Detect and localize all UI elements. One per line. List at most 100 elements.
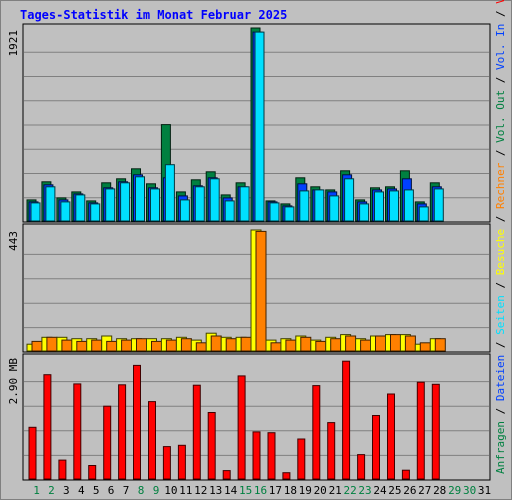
- x-tick-label: 30: [463, 484, 476, 497]
- legend-item-12: Vol. In: [494, 24, 507, 70]
- bar-seiten-day-24: [374, 191, 384, 222]
- bar-seiten-day-4: [75, 194, 86, 222]
- x-tick-label: 9: [153, 484, 160, 497]
- bar-rechner-day-9: [151, 340, 162, 352]
- bar-seiten-day-2: [45, 186, 56, 222]
- x-tick-label: 24: [373, 484, 387, 497]
- bar-volumen-day-14: [222, 470, 231, 480]
- bar-volumen-day-2: [43, 374, 52, 480]
- bar-rechner-day-12: [195, 342, 207, 352]
- x-tick-label: 21: [329, 484, 342, 497]
- bar-rechner-day-15: [240, 336, 252, 352]
- x-tick-label: 12: [194, 484, 207, 497]
- bar-rechner-day-11: [180, 338, 192, 352]
- bar-volumen-day-5: [88, 465, 97, 480]
- x-tick-label: 13: [209, 484, 222, 497]
- bar-rechner-day-16: [255, 230, 267, 352]
- bar-volumen-day-13: [207, 412, 216, 480]
- bar-seiten-day-12: [194, 186, 205, 222]
- bar-seiten-day-22: [344, 178, 355, 222]
- legend-item-2: Dateien: [494, 355, 507, 401]
- bar-volumen-day-12: [192, 384, 201, 480]
- bar-seiten-day-23: [359, 203, 370, 222]
- bar-volumen-day-21: [327, 422, 336, 480]
- bar-rechner-day-10: [165, 339, 177, 352]
- bar-rechner-day-7: [121, 339, 133, 352]
- bar-rechner-day-24: [375, 335, 386, 352]
- right-legend: Anfragen / Dateien / Seiten / Besuche / …: [494, 0, 507, 474]
- bar-volumen-day-28: [431, 383, 440, 480]
- x-tick-label: 16: [254, 484, 267, 497]
- bar-seiten-day-8: [135, 176, 145, 222]
- bar-rechner-day-25: [390, 334, 401, 352]
- bar-volumen-day-25: [387, 393, 395, 480]
- bar-volumen-day-3: [58, 459, 67, 480]
- x-tick-label: 23: [358, 484, 371, 497]
- bar-volumen-day-7: [118, 384, 127, 480]
- bar-volumen-day-22: [342, 360, 351, 480]
- bar-seiten-day-15: [239, 186, 250, 222]
- bar-volumen-day-9: [148, 401, 156, 480]
- bar-rechner-day-19: [300, 336, 312, 352]
- legend-item-7: /: [494, 209, 507, 229]
- bar-seiten-day-17: [269, 202, 280, 222]
- bar-seiten-day-14: [224, 200, 235, 222]
- bar-rechner-day-22: [345, 335, 357, 352]
- bar-seiten-day-25: [389, 190, 399, 222]
- bar-rechner-day-6: [106, 340, 118, 352]
- legend-item-13: /: [494, 4, 507, 24]
- bar-volumen-day-15: [237, 375, 246, 480]
- x-tick-label: 25: [388, 484, 401, 497]
- bar-seiten-day-11: [179, 199, 190, 222]
- x-tick-label: 3: [63, 484, 70, 497]
- bar-seiten-day-1: [30, 202, 41, 222]
- x-tick-label: 14: [224, 484, 238, 497]
- x-tick-label: 10: [164, 484, 177, 497]
- bar-volumen-day-4: [73, 383, 82, 480]
- x-tick-label: 8: [138, 484, 145, 497]
- legend-item-8: Rechner: [494, 162, 507, 209]
- bar-rechner-day-14: [225, 338, 237, 352]
- x-tick-label: 31: [478, 484, 491, 497]
- legend-item-1: /: [494, 401, 507, 421]
- bar-volumen-day-6: [103, 405, 112, 480]
- bar-seiten-day-5: [90, 203, 101, 222]
- bar-seiten-day-20: [314, 189, 325, 222]
- bar-seiten-day-21: [329, 195, 340, 222]
- bar-volumen-day-18: [282, 472, 291, 480]
- bar-rechner-day-5: [91, 339, 103, 352]
- bar-rechner-day-2: [46, 336, 58, 352]
- bar-volumen-day-24: [372, 415, 380, 480]
- bar-seiten-day-16: [254, 31, 265, 222]
- legend-item-3: /: [494, 335, 507, 355]
- bar-rechner-day-18: [285, 339, 297, 352]
- x-tick-label: 20: [314, 484, 327, 497]
- x-tick-label: 6: [108, 484, 115, 497]
- panel-visits-ymax-label: 443: [7, 231, 20, 251]
- bar-rechner-day-4: [76, 340, 88, 352]
- bar-volumen-day-1: [28, 426, 37, 480]
- x-tick-label: 7: [123, 484, 130, 497]
- panel-hits-ymax-label: 1921: [7, 30, 20, 57]
- x-tick-label: 26: [403, 484, 416, 497]
- x-tick-label: 5: [93, 484, 100, 497]
- legend-item-0: Anfragen: [494, 421, 507, 474]
- bar-volumen-day-19: [297, 438, 306, 480]
- bar-seiten-day-9: [150, 188, 160, 222]
- legend-item-9: /: [494, 143, 507, 163]
- bar-seiten-day-7: [120, 182, 131, 222]
- bar-rechner-day-27: [419, 342, 431, 352]
- x-tick-label: 4: [78, 484, 85, 497]
- legend-item-11: /: [494, 70, 507, 90]
- bar-seiten-day-6: [105, 188, 116, 222]
- x-tick-label: 27: [418, 484, 431, 497]
- legend-item-10: Vol. Out: [494, 90, 507, 143]
- x-tick-label: 29: [448, 484, 461, 497]
- bar-rechner-day-20: [315, 340, 327, 352]
- x-tick-label: 17: [269, 484, 282, 497]
- panel-volume-ymax-label: 2.90 MB: [7, 358, 20, 405]
- bar-volumen-day-26: [401, 469, 410, 480]
- bar-rechner-day-23: [360, 339, 372, 352]
- legend-item-4: Seiten: [494, 295, 507, 335]
